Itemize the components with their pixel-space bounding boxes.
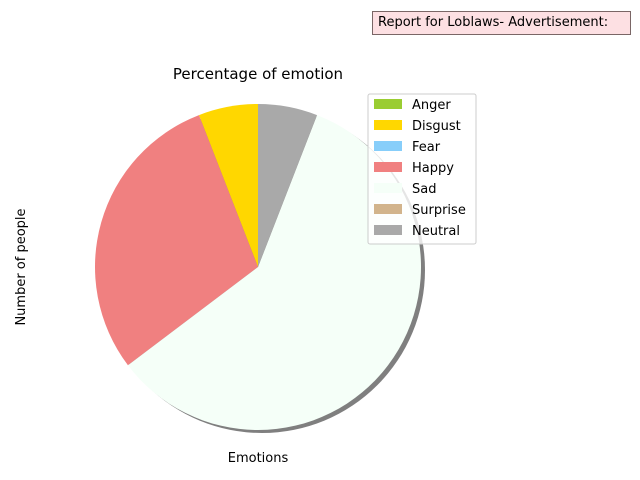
- y-axis-label: Number of people: [14, 208, 29, 325]
- legend-label-happy: Happy: [412, 161, 454, 176]
- pie-slice-sad: [127, 115, 421, 431]
- pie-slice-disgust: [198, 104, 258, 267]
- legend-swatch-happy: [374, 162, 402, 172]
- legend-label-neutral: Neutral: [412, 224, 460, 239]
- report-label: Report for Loblaws- Advertisement:: [372, 11, 631, 35]
- pie-slices: [94, 104, 421, 431]
- legend-label-sad: Sad: [412, 182, 436, 197]
- chart-title: Percentage of emotion: [173, 65, 343, 83]
- legend-swatch-anger: [374, 99, 402, 109]
- legend-swatch-surprise: [374, 204, 402, 214]
- legend-label-surprise: Surprise: [412, 203, 466, 218]
- pie-slice-neutral: [258, 104, 318, 267]
- x-axis-label: Emotions: [228, 451, 289, 466]
- legend: Anger Disgust Fear Happy Sad Surprise Neutral: [367, 93, 477, 245]
- legend-swatch-fear: [374, 141, 402, 151]
- legend-label-fear: Fear: [412, 140, 441, 155]
- pie-slice-happy: [94, 115, 258, 366]
- legend-swatch-sad: [374, 183, 402, 193]
- legend-label-anger: Anger: [412, 98, 451, 113]
- legend-label-disgust: Disgust: [412, 119, 461, 134]
- legend-swatch-neutral: [374, 225, 402, 235]
- legend-swatch-disgust: [374, 120, 402, 130]
